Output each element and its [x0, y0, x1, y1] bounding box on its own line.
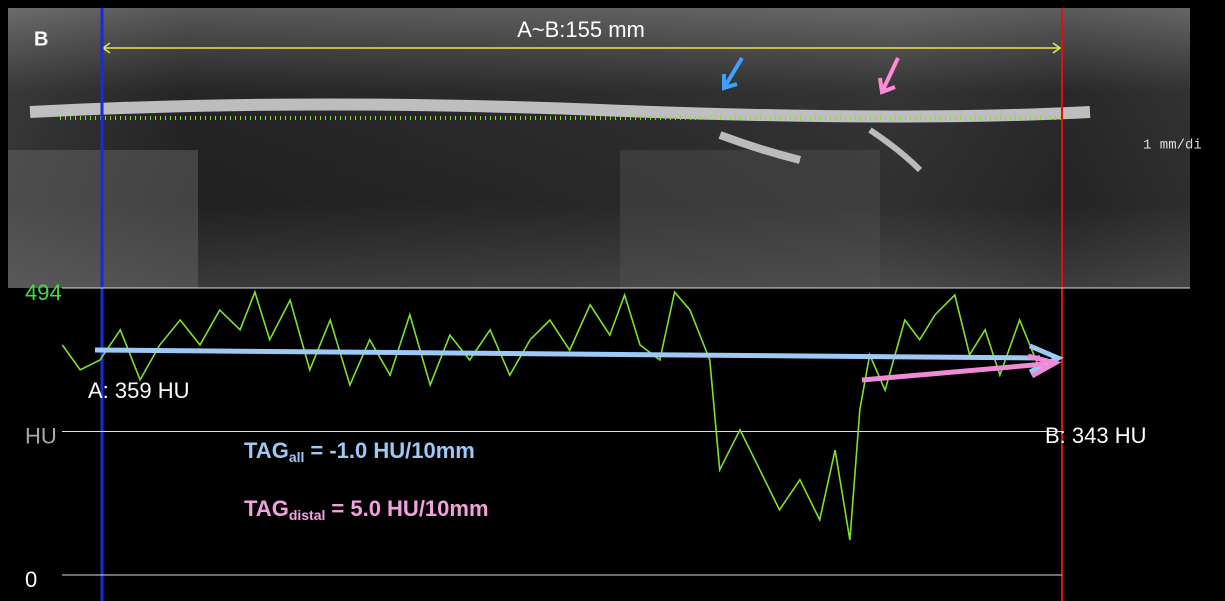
tag-sub: all — [289, 449, 305, 465]
point-b-label: B: 343 HU — [1045, 423, 1147, 448]
y-tick-label: HU — [25, 423, 57, 448]
tag-base: TAG — [244, 496, 289, 521]
tag-sub: distal — [289, 507, 326, 523]
tag-base: TAG — [244, 438, 289, 463]
tag-rest: = 5.0 HU/10mm — [331, 496, 488, 521]
y-tick-label: 494 — [25, 280, 62, 305]
tag-distal: TAGdistal = 5.0 HU/10mm — [244, 496, 489, 523]
measurement: A~B:155 mm — [517, 17, 645, 42]
tag-rest: = -1.0 HU/10mm — [310, 438, 474, 463]
tissue — [620, 150, 880, 288]
figure: B A~B:155 mm 1 mm/di 0 HU 494 A: 359 HU B:… — [0, 0, 1225, 601]
point-a-label: A: 359 HU — [88, 378, 190, 403]
y-tick-label: 0 — [25, 567, 37, 592]
ct-image: B A~B:155 mm 1 mm/di — [8, 8, 1202, 288]
tag-all: TAGall = -1.0 HU/10mm — [244, 438, 475, 465]
panel-label: B — [34, 28, 48, 50]
scale-label: 1 mm/di — [1143, 138, 1202, 154]
